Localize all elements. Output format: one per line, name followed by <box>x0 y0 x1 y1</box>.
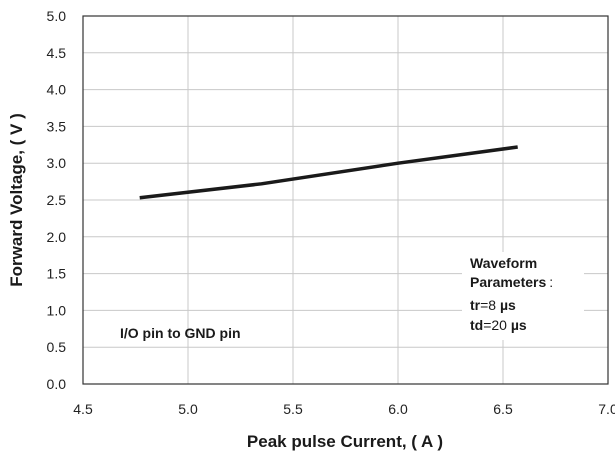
x-tick-label-3: 6.0 <box>388 401 408 417</box>
waveform-colon: : <box>549 274 553 290</box>
waveform-annotation-background <box>462 252 584 340</box>
rise-time-annotation: tr=8 µs <box>470 297 516 313</box>
decay-time-label: td <box>470 317 483 333</box>
x-tick-label-2: 5.5 <box>283 401 303 417</box>
y-tick-label-1: 0.5 <box>47 339 67 355</box>
x-tick-label-5: 7.0 <box>598 401 615 417</box>
x-tick-label-4: 6.5 <box>493 401 513 417</box>
y-tick-label-2: 1.0 <box>47 302 67 318</box>
y-tick-label-4: 2.0 <box>47 229 67 245</box>
y-tick-label-0: 0.0 <box>47 376 67 392</box>
plot-frame <box>82 15 609 385</box>
waveform-parameters-word: Parameters <box>470 274 546 290</box>
waveform-title-line1: Waveform <box>470 255 537 271</box>
rise-time-unit: µs <box>500 297 516 313</box>
rise-time-value: =8 <box>480 297 500 313</box>
series-layer <box>139 145 518 200</box>
rise-time-label: tr <box>470 297 481 313</box>
decay-time-annotation: td=20 µs <box>470 317 527 333</box>
plot-border <box>82 15 609 385</box>
waveform-parameters-annotation: Waveform Parameters: tr=8 µs td=20 µs <box>462 252 584 340</box>
y-tick-label-5: 2.5 <box>47 192 67 208</box>
decay-time-value: =20 <box>483 317 511 333</box>
y-tick-labels: 0.0 0.5 1.0 1.5 2.0 2.5 3.0 3.5 4.0 4.5 5.0 <box>47 8 67 392</box>
x-tick-labels: 4.5 5.0 5.5 6.0 6.5 7.0 <box>73 401 615 417</box>
x-tick-label-1: 5.0 <box>178 401 198 417</box>
x-axis-title: Peak pulse Current, ( A ) <box>247 432 443 451</box>
waveform-title-line2: Parameters: <box>470 274 553 290</box>
y-tick-label-9: 4.5 <box>47 45 67 61</box>
y-tick-label-3: 1.5 <box>47 266 67 282</box>
x-tick-label-0: 4.5 <box>73 401 93 417</box>
decay-time-unit: µs <box>511 317 527 333</box>
y-tick-label-10: 5.0 <box>47 8 67 24</box>
y-tick-label-6: 3.0 <box>47 155 67 171</box>
y-tick-label-8: 4.0 <box>47 82 67 98</box>
y-axis-title: Forward Voltage, ( V ) <box>7 113 26 286</box>
y-tick-label-7: 3.5 <box>47 118 67 134</box>
series-line-0 <box>139 145 518 200</box>
pin-note-annotation: I/O pin to GND pin <box>120 325 241 341</box>
